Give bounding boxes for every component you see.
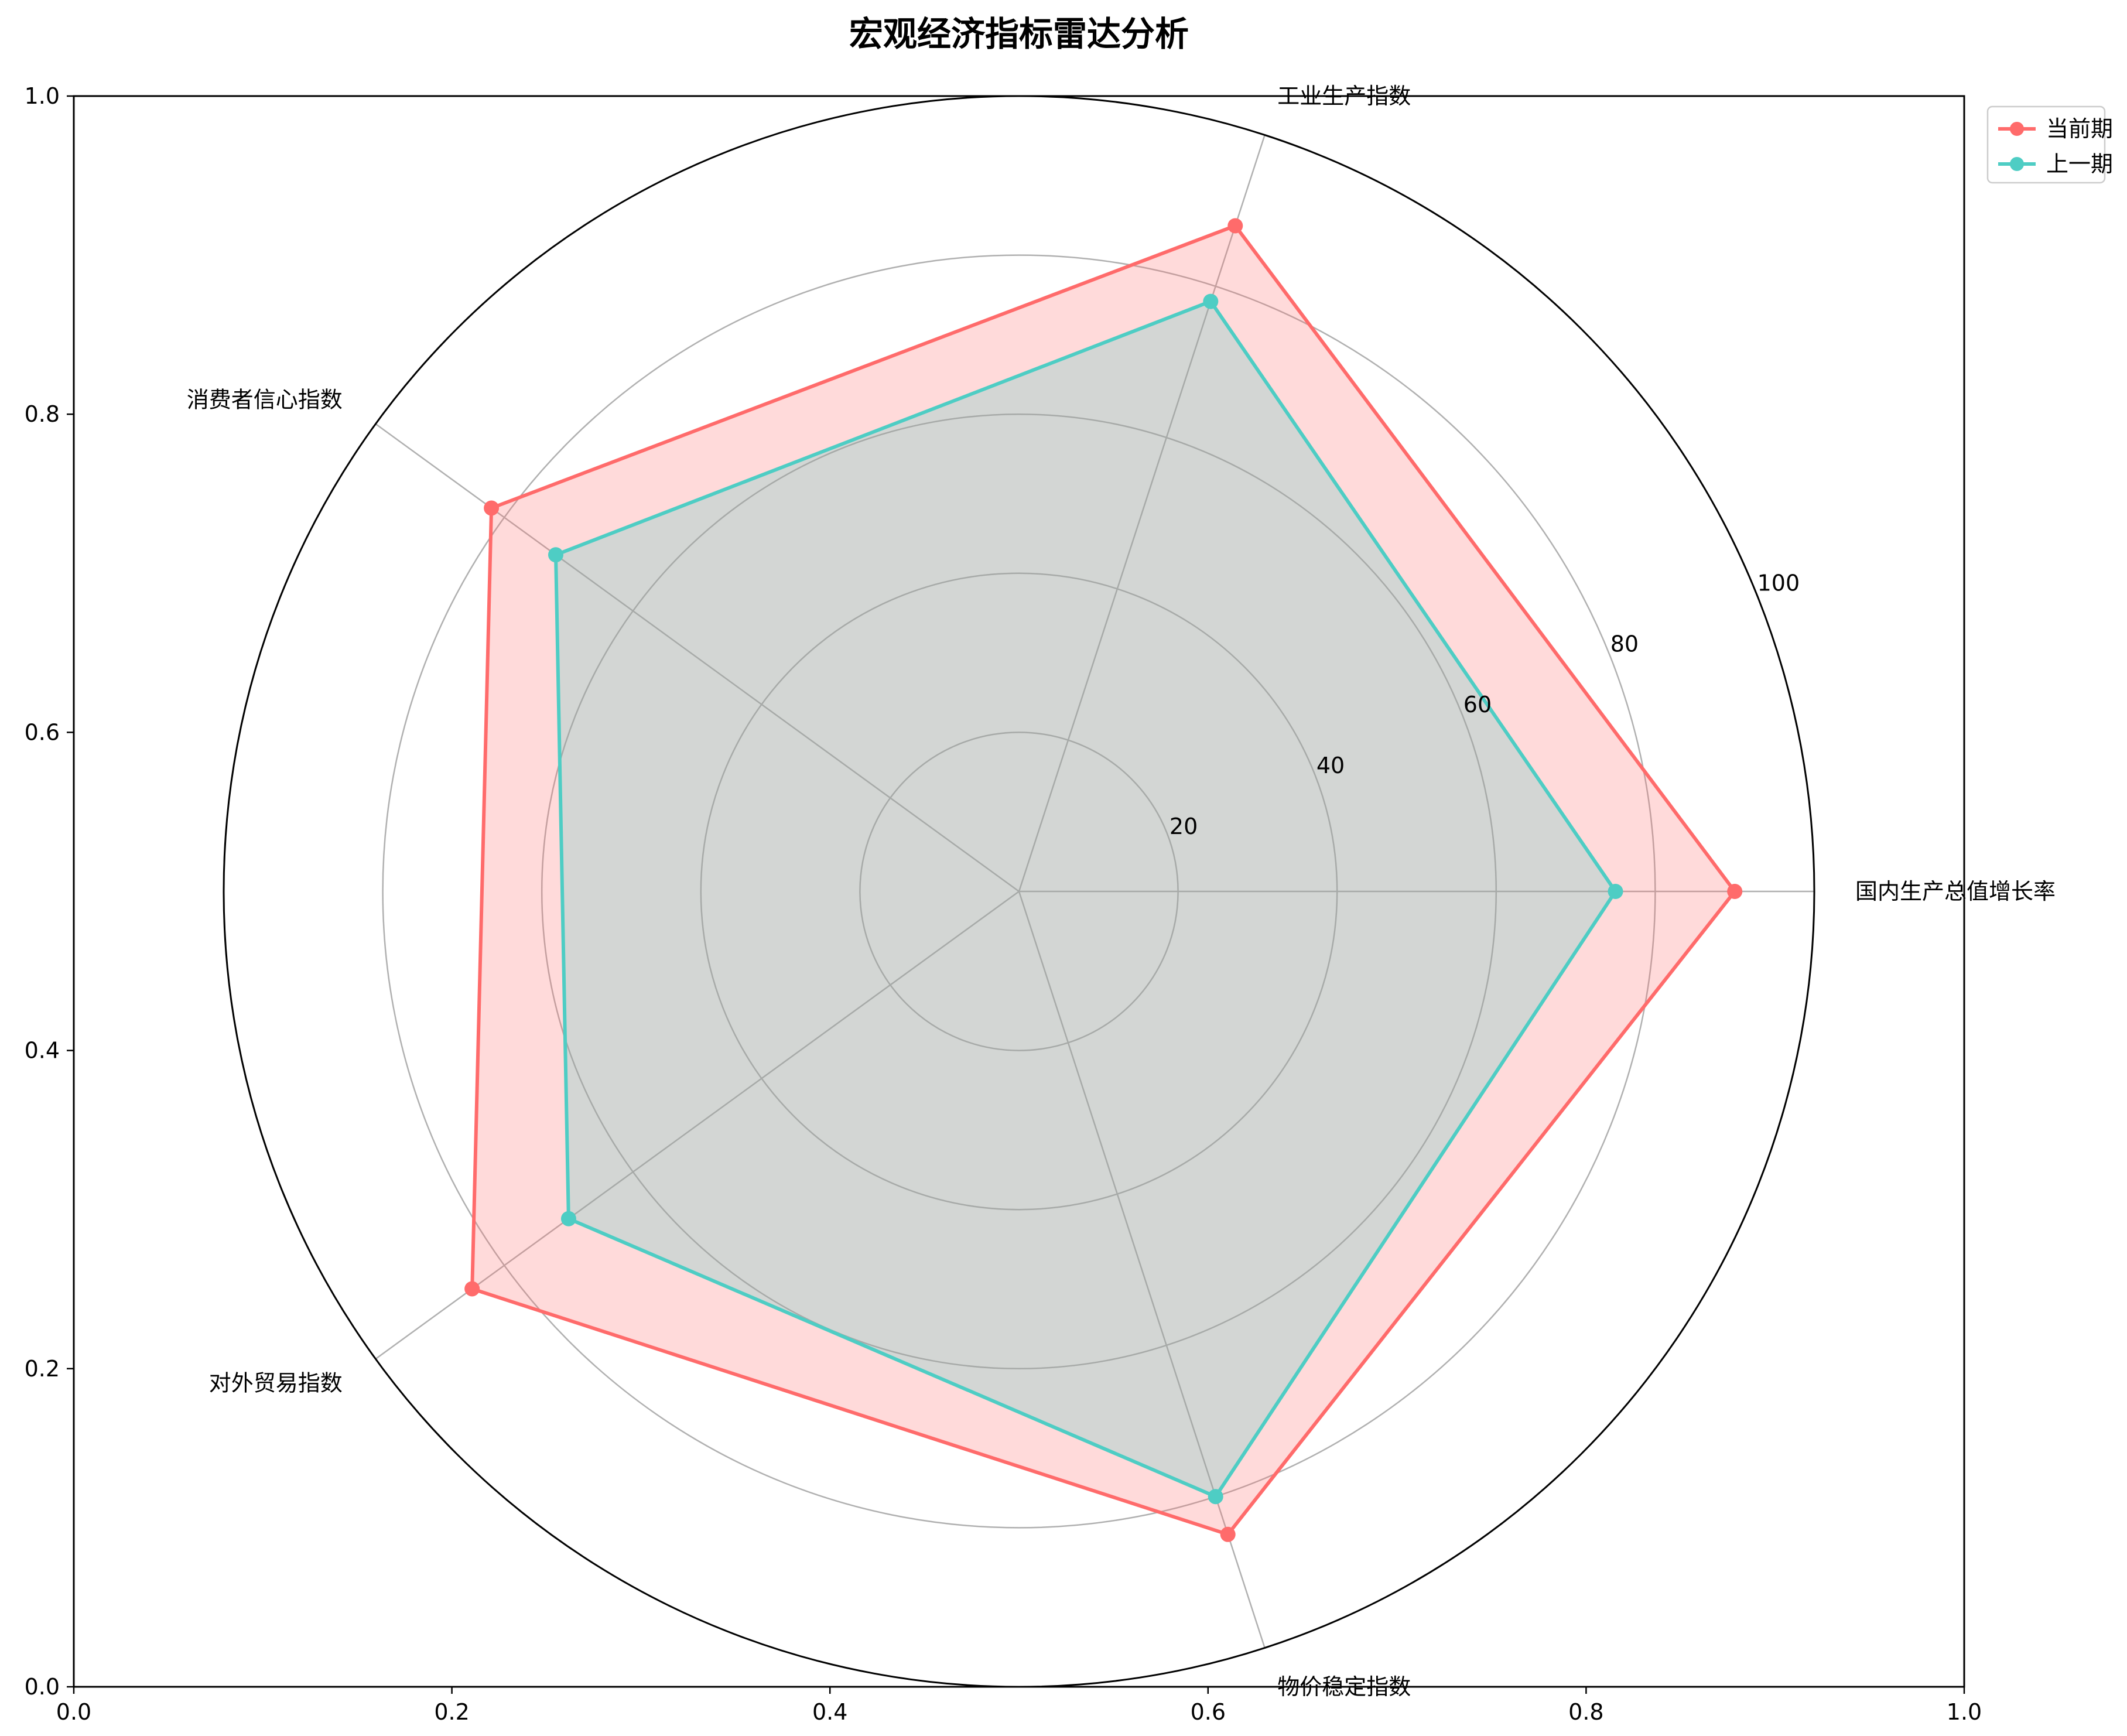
spoke-gridline xyxy=(1018,891,1266,1648)
radial-tick-label: 20 xyxy=(1169,814,1198,839)
y-tick-label: 0.2 xyxy=(25,1356,60,1382)
data-point xyxy=(464,1281,480,1297)
series-area xyxy=(472,225,1735,1535)
data-point xyxy=(484,500,500,516)
data-point xyxy=(560,1211,576,1226)
series-line xyxy=(470,224,1737,1536)
category-label: 物价稳定指数 xyxy=(1277,1674,1411,1700)
spoke-gridline xyxy=(375,890,1020,1360)
y-tick-label: 0.4 xyxy=(25,1038,60,1064)
legend-marker xyxy=(2010,157,2024,171)
x-tick-label: 0.4 xyxy=(812,1699,847,1725)
x-tick-label: 0.2 xyxy=(434,1699,469,1725)
series-0 xyxy=(464,218,1743,1542)
radial-tick-label: 40 xyxy=(1316,753,1345,778)
x-tick-label: 0.0 xyxy=(56,1699,91,1725)
frame-ticks: 0.0 0.2 0.4 0.6 0.8 1.0 0.0 0.2 0.4 0.6 0.8 1.0 xyxy=(25,83,1982,1725)
category-label: 消费者信心指数 xyxy=(187,387,343,413)
data-point xyxy=(1608,884,1623,899)
category-label: 国内生产总值增长率 xyxy=(1855,879,2056,904)
legend-label: 当前期 xyxy=(2046,116,2113,142)
legend-item: 上一期 xyxy=(1998,151,2113,177)
data-point xyxy=(1220,1526,1236,1542)
y-tick-label: 0.0 xyxy=(25,1674,60,1700)
series-line xyxy=(554,299,1618,1499)
polar-spine xyxy=(223,95,1815,1688)
series-1 xyxy=(548,293,1623,1505)
radial-tick-label: 80 xyxy=(1610,631,1639,657)
legend-label: 上一期 xyxy=(2046,151,2113,177)
data-point xyxy=(1227,218,1243,234)
x-tick-label: 0.8 xyxy=(1568,1699,1603,1725)
data-point xyxy=(1208,1489,1223,1505)
x-tick-label: 1.0 xyxy=(1947,1699,1982,1725)
legend-marker xyxy=(2010,122,2024,136)
polar-axes: 20 40 60 80 100 国内生产总值增长率 工业生产指数消费者信心指数对外贸易指数物… xyxy=(187,83,2056,1700)
radial-tick-label: 60 xyxy=(1463,692,1492,717)
y-tick-label: 1.0 xyxy=(25,83,60,109)
data-point xyxy=(1203,293,1219,309)
spoke-gridline xyxy=(375,423,1020,893)
radial-tick-label: 100 xyxy=(1757,570,1800,596)
legend-item: 当前期 xyxy=(1998,116,2113,142)
chart-title: 宏观经济指标雷达分析 xyxy=(849,14,1189,54)
category-label: 对外贸易指数 xyxy=(209,1370,343,1396)
y-tick-label: 0.8 xyxy=(25,401,60,427)
y-tick-label: 0.6 xyxy=(25,719,60,745)
data-point xyxy=(548,547,563,563)
series-area xyxy=(556,301,1616,1497)
data-point xyxy=(1727,884,1743,899)
x-tick-label: 0.6 xyxy=(1191,1699,1226,1725)
spoke-gridline xyxy=(1018,135,1266,892)
category-label: 工业生产指数 xyxy=(1277,83,1411,109)
